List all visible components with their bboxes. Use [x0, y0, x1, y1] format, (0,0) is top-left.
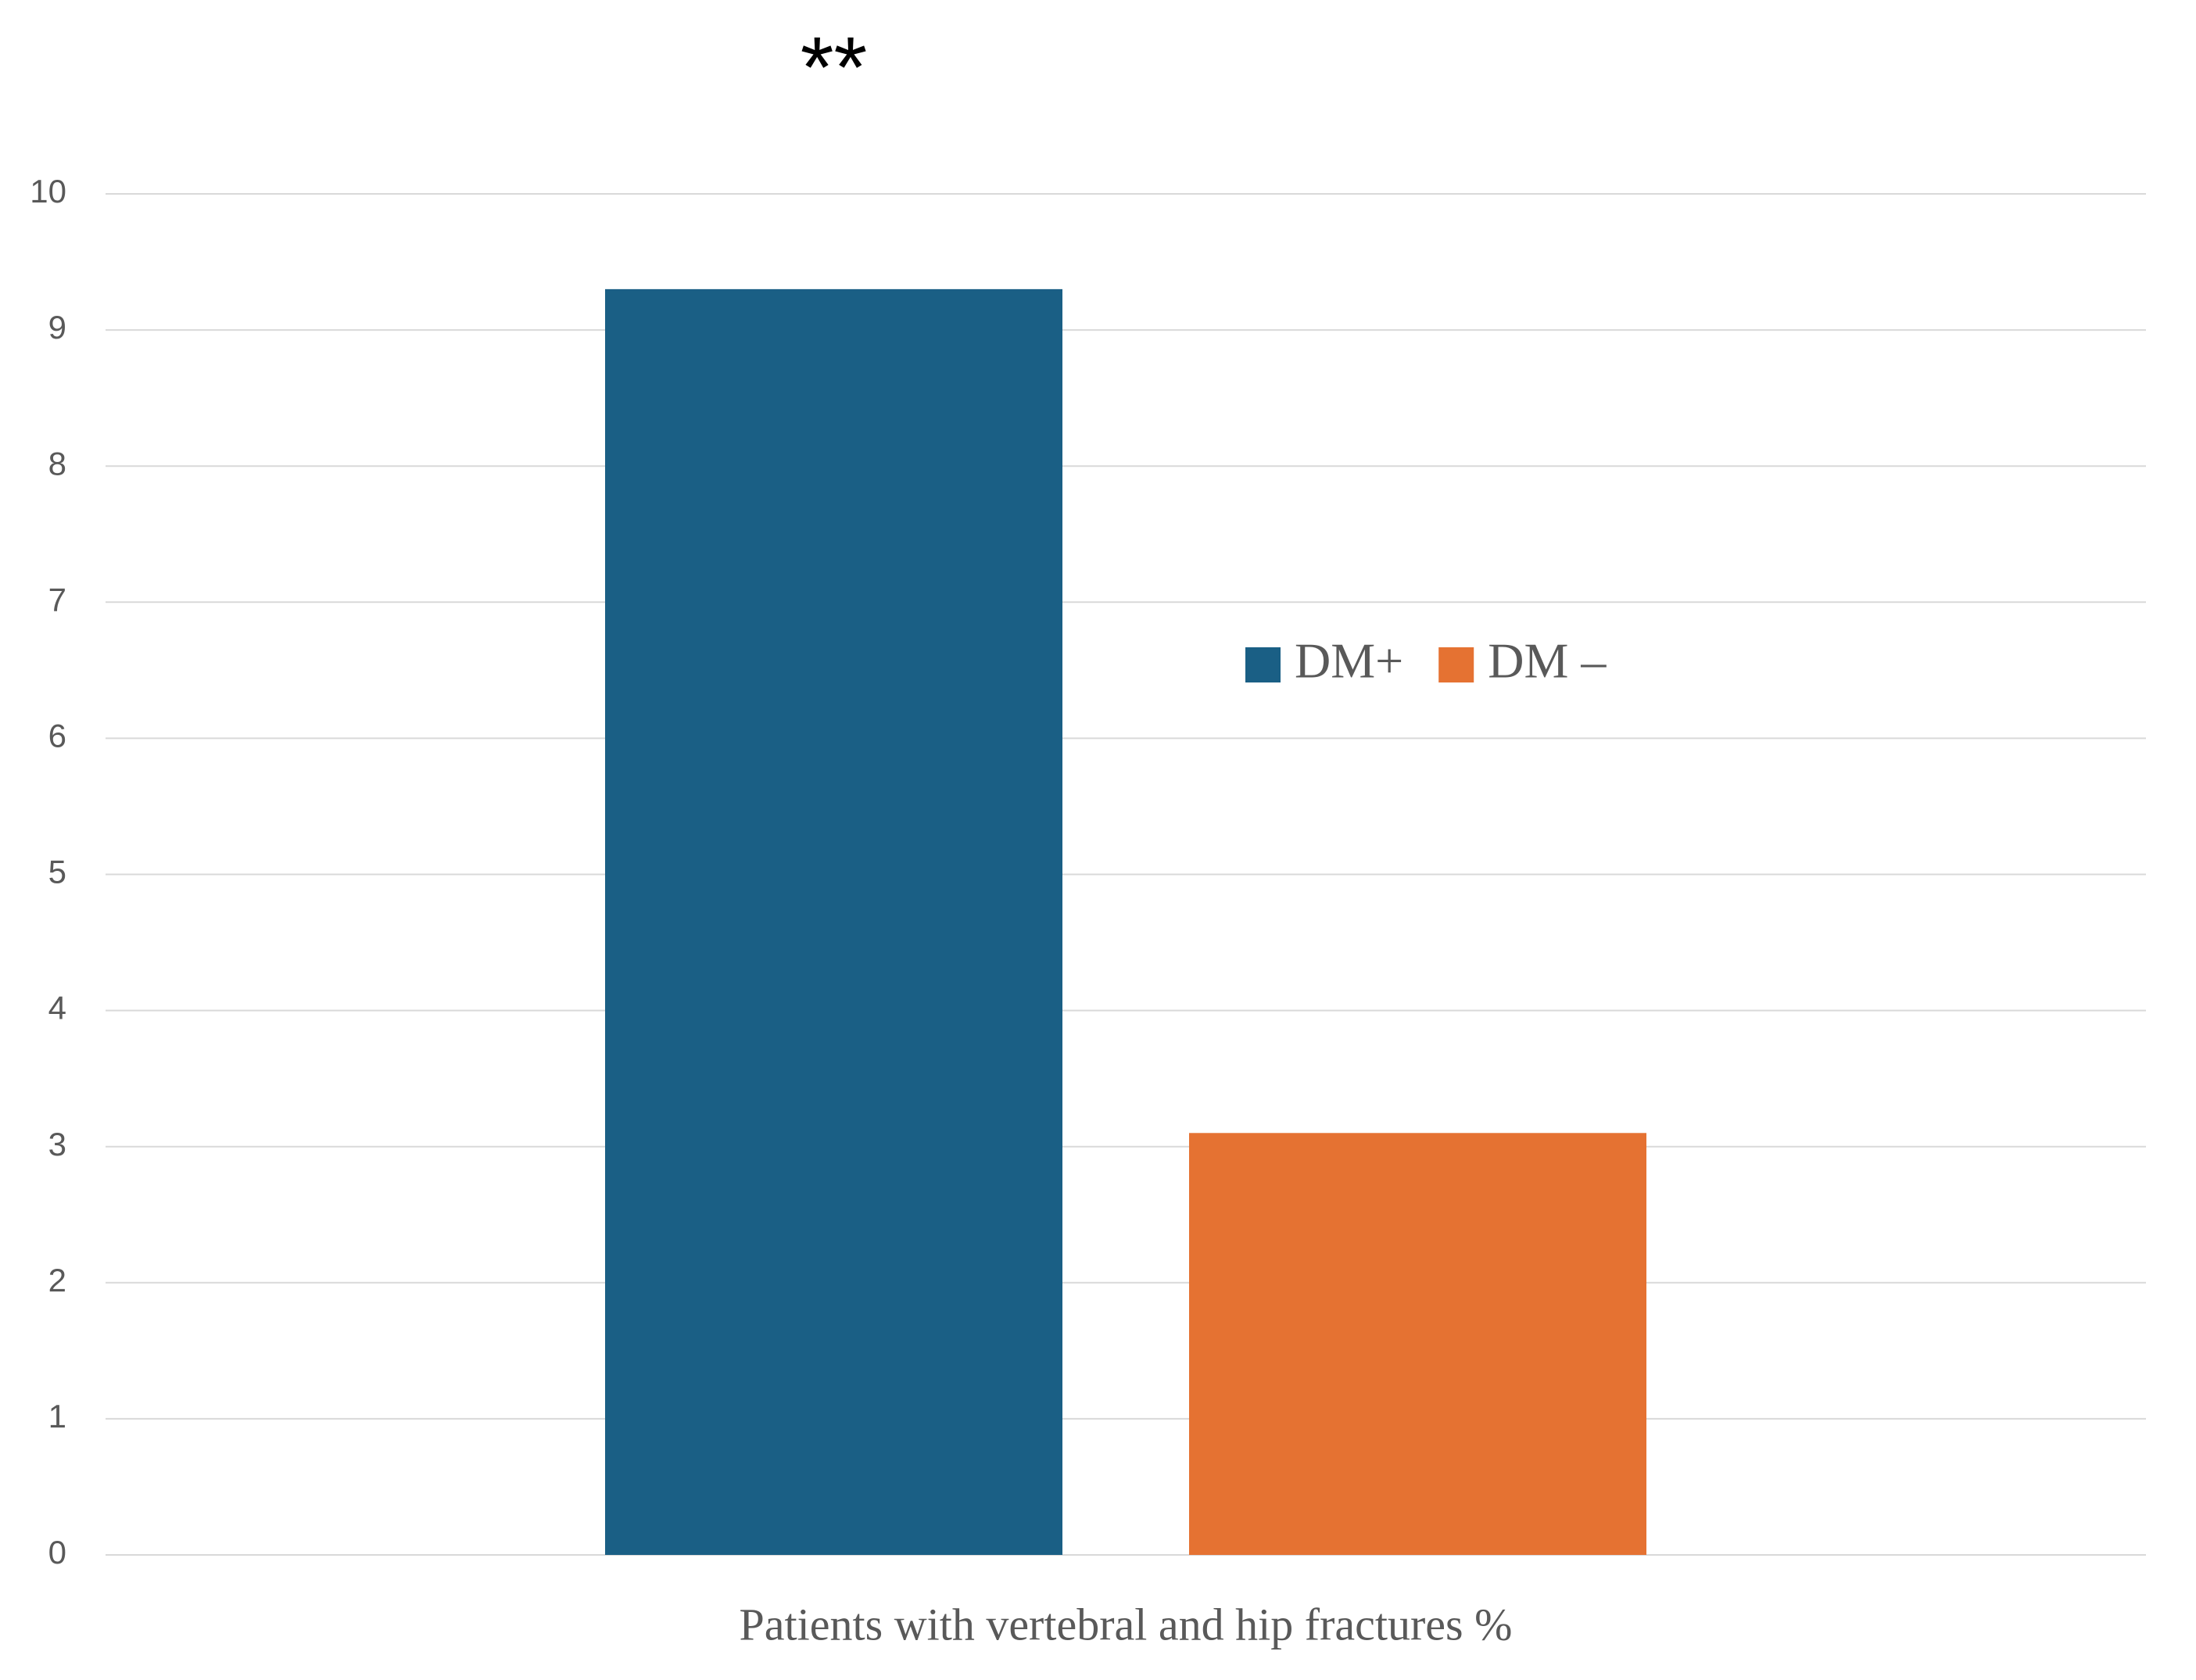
y-tick-label: 8	[48, 445, 66, 482]
y-tick-label: 7	[48, 581, 66, 618]
legend-swatch	[1438, 647, 1474, 682]
x-tick-label: Patients with vertebral and hip fracture…	[740, 1599, 1513, 1650]
legend-swatch	[1245, 647, 1281, 682]
y-tick-label: 6	[48, 717, 66, 754]
y-tick-label: 4	[48, 990, 66, 1026]
bar	[1189, 1133, 1646, 1555]
y-tick-label: 9	[48, 309, 66, 346]
y-tick-label: 2	[48, 1262, 66, 1299]
y-tick-label: 1	[48, 1398, 66, 1435]
legend-label: DM+	[1295, 633, 1403, 689]
y-tick-label: 0	[48, 1534, 66, 1571]
y-tick-label: 5	[48, 854, 66, 890]
bar	[605, 288, 1062, 1555]
y-tick-label: 10	[30, 173, 66, 210]
annotation: **	[801, 20, 868, 116]
y-tick-label: 3	[48, 1126, 66, 1162]
legend-label: DM –	[1488, 633, 1607, 689]
